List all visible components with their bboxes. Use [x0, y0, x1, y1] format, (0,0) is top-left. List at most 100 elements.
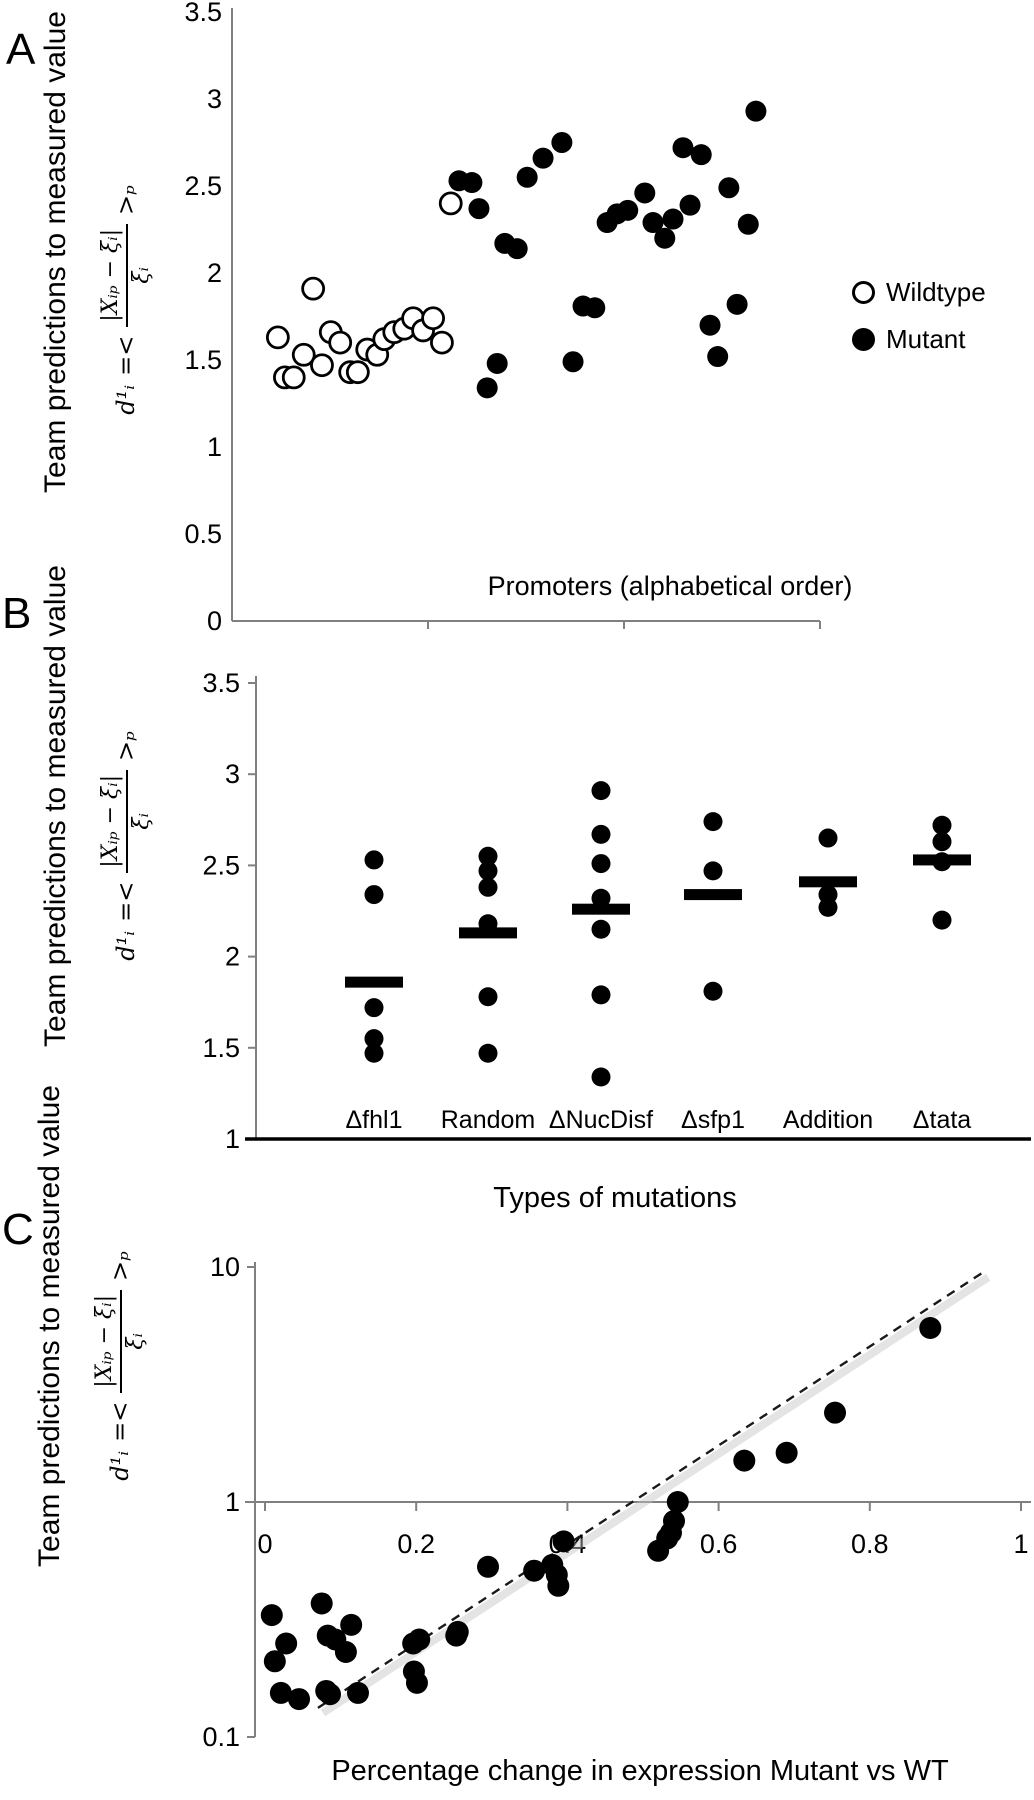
data-point-mutant	[699, 314, 721, 336]
data-point	[932, 832, 952, 852]
data-point-mutant	[486, 352, 508, 374]
data-point-mutant	[690, 144, 712, 166]
data-point-wildtype	[438, 191, 463, 216]
panel-label-c: C	[2, 1205, 34, 1254]
data-point-mutant	[476, 377, 498, 399]
data-point	[591, 919, 611, 939]
data-point-wildtype	[265, 325, 290, 350]
y-tick-label: 1	[225, 1124, 240, 1154]
panel-b-plot: 3.5 3 2.5 2 1.5 1 Δfhl1 Random ΔNucDisf Δsfp1 Addi…	[202, 668, 1031, 1154]
category-label: Δsfp1	[681, 1106, 745, 1134]
data-point-mutant	[468, 198, 490, 220]
data-point-wildtype	[421, 306, 445, 331]
panel-b-y-title: Team predictions to measured value	[39, 565, 72, 1047]
formula-close: >ₚ	[106, 1251, 134, 1281]
y-tick-label: 0.5	[184, 519, 222, 549]
data-point	[260, 1604, 283, 1627]
panel-b-xlabel: Types of mutations	[493, 1182, 737, 1214]
data-point-mutant	[745, 100, 767, 122]
mean-bar	[684, 889, 742, 901]
filled-circle-icon	[852, 327, 875, 351]
data-point	[478, 861, 498, 881]
data-point	[310, 1592, 333, 1615]
panel-a-xlabel: Promoters (alphabetical order)	[487, 571, 853, 601]
data-point	[591, 888, 611, 908]
data-point-mutant	[672, 137, 694, 159]
y-tick-label: 0	[207, 606, 222, 636]
formula-numerator: |Xᵢₚ − ξᵢ|	[92, 1290, 122, 1393]
data-point	[334, 1640, 357, 1663]
data-point	[340, 1613, 363, 1636]
data-point	[703, 812, 723, 832]
y-tick-label: 0.1	[202, 1722, 240, 1752]
data-point	[275, 1632, 298, 1655]
data-point-mutant	[584, 297, 606, 319]
panel-label-b: B	[2, 589, 32, 638]
data-point-wildtype	[310, 353, 334, 378]
y-tick-label: 1.5	[184, 345, 222, 375]
formula-relation: =<	[112, 881, 140, 922]
y-tick-label: 3.5	[184, 0, 222, 27]
formula-relation: =<	[106, 1401, 134, 1442]
x-tick-label: 0.8	[851, 1529, 889, 1559]
mean-bar	[459, 927, 517, 939]
formula-lead: d¹ᵢ	[112, 930, 140, 961]
data-point	[775, 1441, 798, 1464]
data-point-mutant	[532, 147, 554, 169]
data-point	[591, 1067, 611, 1087]
data-point	[364, 850, 384, 870]
data-point	[591, 824, 611, 844]
data-point	[478, 987, 498, 1007]
y-tick-label: 2.5	[184, 171, 222, 201]
data-point	[552, 1530, 575, 1553]
data-point	[818, 897, 838, 917]
y-tick-label: 1	[207, 432, 222, 462]
data-point	[364, 885, 384, 905]
data-point	[591, 854, 611, 874]
panel-a-y-formula: d¹ᵢ =< |Xᵢₚ − ξᵢ| ξᵢ >ₚ	[84, 100, 168, 500]
mean-bar	[913, 854, 971, 866]
formula-fraction: |Xᵢₚ − ξᵢ| ξᵢ	[98, 770, 154, 873]
panel-c-y-formula: d¹ᵢ =< |Xᵢₚ − ξᵢ| ξᵢ >ₚ	[78, 1166, 162, 1566]
formula-denominator: ξᵢ	[128, 267, 154, 284]
y-tick-label: 3	[207, 84, 222, 114]
data-point	[733, 1449, 756, 1472]
data-point-wildtype	[430, 330, 454, 355]
data-point-mutant	[642, 212, 664, 234]
legend-label-mutant: Mutant	[886, 323, 966, 354]
formula-denominator: ξᵢ	[128, 813, 154, 830]
data-point-mutant	[718, 177, 740, 199]
legend-item-wildtype: Wildtype	[852, 275, 986, 309]
data-point	[269, 1681, 292, 1704]
data-point-mutant	[551, 132, 573, 153]
data-point	[446, 1620, 469, 1643]
data-point-wildtype	[301, 276, 326, 301]
legend: Wildtype Mutant	[852, 275, 986, 369]
data-point-wildtype	[291, 342, 316, 367]
category-label: Random	[441, 1106, 536, 1134]
data-point	[932, 815, 952, 835]
y-tick-label: 3	[225, 759, 240, 789]
data-point	[364, 1029, 384, 1049]
data-point	[591, 781, 611, 801]
y-tick-label: 2.5	[202, 850, 240, 880]
x-tick-label: 0.2	[397, 1529, 435, 1559]
formula-fraction: |Xᵢₚ − ξᵢ| ξᵢ	[92, 1290, 148, 1393]
open-circle-icon	[852, 280, 875, 304]
formula-close: >ₚ	[112, 731, 140, 761]
y-tick-label: 1.5	[202, 1033, 240, 1063]
panel-b-y-formula: d¹ᵢ =< |Xᵢₚ − ξᵢ| ξᵢ >ₚ	[84, 646, 168, 1046]
y-tick-label: 3.5	[202, 668, 240, 698]
category-label: Δtata	[913, 1106, 971, 1134]
formula-lead: d¹ᵢ	[106, 1450, 134, 1481]
y-tick-label: 10	[210, 1252, 240, 1282]
formula-numerator: |Xᵢₚ − ξᵢ|	[98, 224, 128, 327]
data-point-mutant	[662, 208, 684, 230]
data-point-mutant	[461, 172, 483, 194]
data-point-mutant	[516, 166, 538, 188]
x-tick-label: 1	[1013, 1529, 1028, 1559]
data-point	[408, 1628, 431, 1651]
data-point	[818, 828, 838, 848]
